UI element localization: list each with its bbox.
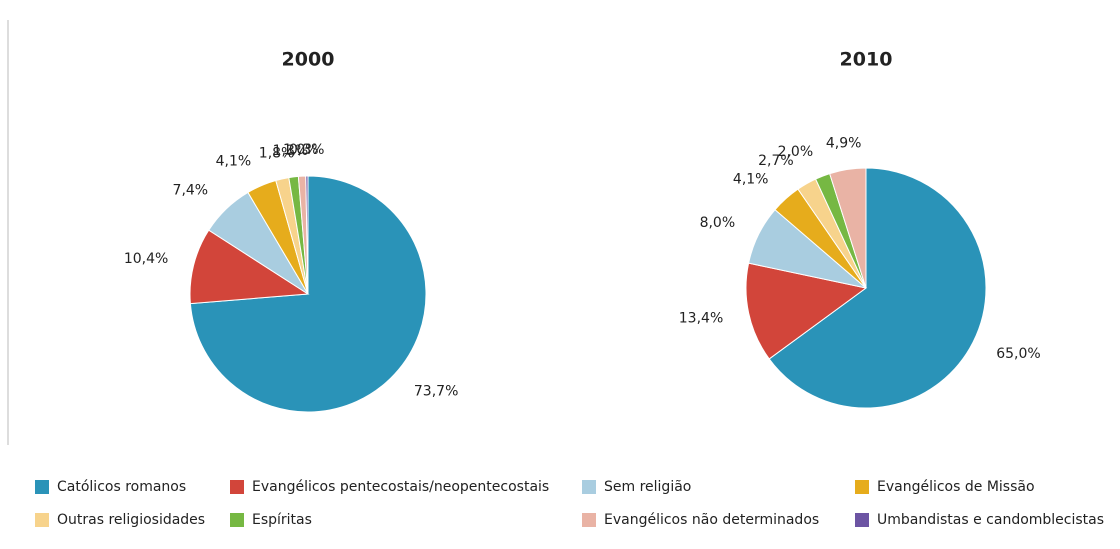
value-label: 1,3% <box>273 143 309 159</box>
value-label: 0,3% <box>289 142 325 158</box>
value-label: 13,4% <box>679 311 723 327</box>
legend-swatch <box>35 513 49 527</box>
value-label: 2,7% <box>758 153 794 169</box>
legend-label: Sem religião <box>604 479 691 495</box>
legend-label: Evangélicos de Missão <box>877 479 1035 495</box>
value-label: 73,7% <box>414 384 458 400</box>
pie-slice <box>768 167 987 409</box>
value-label: 4,1% <box>216 154 252 170</box>
value-label: 2,0% <box>778 144 814 160</box>
pie-slice <box>829 167 867 289</box>
legend-label: Outras religiosidades <box>57 512 205 528</box>
pie-slice <box>745 262 868 360</box>
legend-swatch <box>582 480 596 494</box>
value-label: 1,8% <box>259 145 295 161</box>
value-label: 65,0% <box>996 346 1040 362</box>
legend-swatch <box>855 480 869 494</box>
value-label: 8,0% <box>700 215 736 231</box>
pie-title: 2010 <box>840 49 893 71</box>
value-label: 4,9% <box>826 136 862 152</box>
pie-slice <box>305 175 309 295</box>
legend-swatch <box>35 480 49 494</box>
legend-swatch <box>582 513 596 527</box>
legend-swatch <box>855 513 869 527</box>
value-label: 4,1% <box>733 171 769 187</box>
value-label: 7,4% <box>173 182 209 198</box>
value-label: 10,4% <box>124 251 168 267</box>
legend-label: Católicos romanos <box>57 479 186 495</box>
value-label: 1,0% <box>283 142 319 158</box>
pie-title: 2000 <box>282 49 335 71</box>
legend-swatch <box>230 513 244 527</box>
legend-label: Evangélicos pentecostais/neopentecostais <box>252 479 549 495</box>
pie-slice <box>189 229 310 305</box>
legend-label: Evangélicos não determinados <box>604 512 819 528</box>
legend-label: Umbandistas e candomblecistas <box>877 512 1104 528</box>
legend-swatch <box>230 480 244 494</box>
legend-label: Espíritas <box>252 512 312 528</box>
